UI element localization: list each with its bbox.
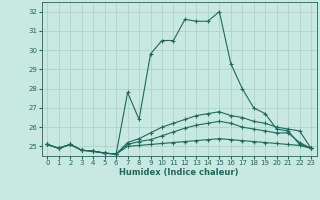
X-axis label: Humidex (Indice chaleur): Humidex (Indice chaleur) [119, 168, 239, 177]
